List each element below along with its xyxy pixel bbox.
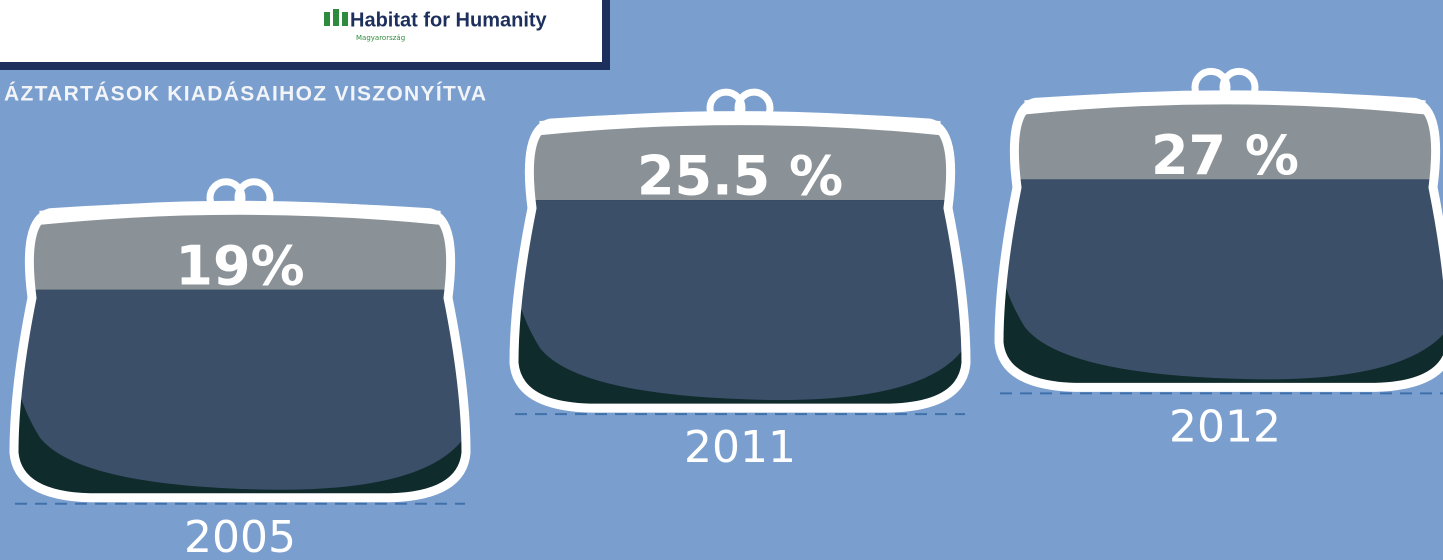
value-label: 27 % (1151, 124, 1299, 187)
value-label: 19% (175, 234, 304, 297)
purse-body (999, 95, 1443, 388)
purse-fill-front (14, 289, 466, 490)
purse: 19% (9, 178, 471, 503)
purse: 25.5 % (509, 88, 971, 413)
purse-fill-front (999, 179, 1443, 380)
purse-fill-front (514, 200, 966, 401)
purse-body (514, 116, 966, 409)
purse-rim (539, 111, 941, 136)
logo-icon (324, 9, 348, 26)
category-label: 2011 (684, 422, 796, 473)
logo-subtitle: Magyarország (356, 34, 405, 42)
subtitle: ÁZTARTÁSOK KIADÁSAIHOZ VISZONYÍTVA (4, 83, 486, 106)
value-label: 25.5 % (637, 145, 843, 208)
category-label: 2005 (184, 512, 296, 560)
purse: 27 % (994, 67, 1443, 392)
logo-text: Habitat for Humanity (350, 9, 548, 31)
purse-rim (1024, 90, 1426, 115)
category-label: 2012 (1169, 401, 1281, 452)
logo-box (0, 0, 610, 70)
purse-rim (39, 200, 441, 225)
purse-body (14, 206, 466, 498)
